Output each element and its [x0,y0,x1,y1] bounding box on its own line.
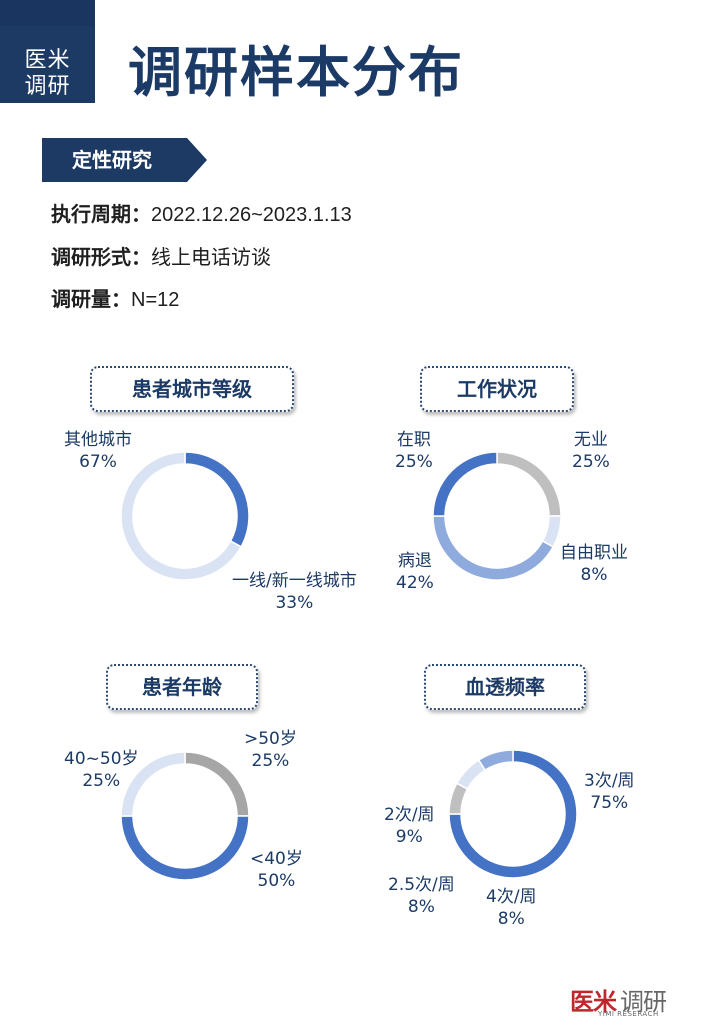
info-value: 线上电话访谈 [151,247,271,269]
donut-chart-dialysis [448,749,578,879]
slice-percent: 8% [580,565,608,585]
donut-slice-2 [120,451,243,581]
info-key: 调研量： [51,287,131,311]
info-value: N=12 [131,289,180,311]
slice-name: 2.5次/周 [388,875,455,895]
donut-slice-1 [496,451,562,517]
slice-name: <40岁 [250,849,303,869]
label-2-per-week: 2次/周 9% [384,804,435,848]
slice-percent: 50% [257,871,296,891]
label-3-per-week: 3次/周 75% [584,770,635,814]
logo-subtitle: YIMI RESERACH [598,1010,659,1018]
donut-chart-city [120,451,250,581]
slice-name: 其他城市 [64,430,132,450]
slice-name: 病退 [397,551,432,571]
section-tag-label: 定性研究 [72,148,152,172]
donut-slice-4 [477,749,514,772]
slice-name: 40~50岁 [64,749,139,769]
slice-name: 无业 [573,430,608,450]
info-row-period: 执行周期：2022.12.26~2023.1.13 [51,200,352,229]
slice-percent: 25% [82,771,121,791]
slice-percent: 75% [590,793,629,813]
logo-text-grey: 调研 [620,988,667,1016]
slice-name: 3次/周 [584,771,635,791]
info-row-format: 调研形式：线上电话访谈 [51,243,271,272]
slice-percent: 25% [251,751,290,771]
page-title: 调研样本分布 [128,41,464,104]
chart-title-age: 患者年龄 [106,664,258,710]
slice-name: 在职 [396,430,431,450]
chart-title-dialysis: 血透频率 [424,664,586,710]
chart-title-city: 患者城市等级 [90,366,294,412]
label-other-city: 其他城市 67% [64,429,132,473]
slice-name: 一线/新一线城市 [232,571,357,591]
donut-chart-work [432,451,562,581]
slice-percent: 42% [396,573,434,593]
donut-slice-3 [120,751,186,817]
label-freelance: 自由职业 8% [560,542,628,586]
slice-name: 4次/周 [486,887,537,907]
tag-arrow-shape [42,138,207,182]
donut-slice-1 [184,451,250,548]
donut-slice-1 [448,749,578,879]
donut-chart-age [120,751,250,881]
donut-slice-3 [432,515,555,581]
logo-text-red: 医米 [570,988,617,1016]
slice-percent: 8% [407,897,435,917]
yimi-logo: 医米 调研 YIMI RESERACH [570,982,680,1018]
slice-percent: 8% [497,909,525,929]
slice-percent: 25% [395,452,433,472]
label-4-per-week: 4次/周 8% [486,886,537,930]
chart-title-work: 工作状况 [420,366,574,412]
section-tag: 定性研究 [42,138,207,182]
slice-name: 2次/周 [384,805,435,825]
info-row-sample: 调研量：N=12 [51,285,179,314]
donut-slice-2 [120,815,250,881]
slice-percent: 9% [395,827,423,847]
label-2-5-per-week: 2.5次/周 8% [388,874,455,918]
slice-percent: 67% [79,452,117,472]
slice-name: 自由职业 [560,543,628,563]
label-age-over-50: >50岁 25% [244,728,297,772]
label-sick-retired: 病退 42% [396,550,434,594]
brand-line-1: 医米 [24,48,71,73]
donut-slice-4 [432,451,498,517]
info-key: 执行周期： [51,202,151,226]
label-age-under-40: <40岁 50% [250,848,303,892]
label-unemployed: 无业 25% [572,429,610,473]
info-value: 2022.12.26~2023.1.13 [151,204,352,226]
label-employed: 在职 25% [395,429,433,473]
info-key: 调研形式： [51,245,151,269]
brand-box: 医米 调研 [0,0,95,103]
label-tier1-city: 一线/新一线城市 33% [232,570,357,614]
donut-slice-1 [184,751,250,817]
slice-percent: 25% [572,452,610,472]
brand-line-2: 调研 [24,74,71,99]
label-age-40-50: 40~50岁 25% [64,748,139,792]
slice-percent: 33% [275,593,314,613]
brand-top-strip [0,0,95,26]
slice-name: >50岁 [244,729,297,749]
